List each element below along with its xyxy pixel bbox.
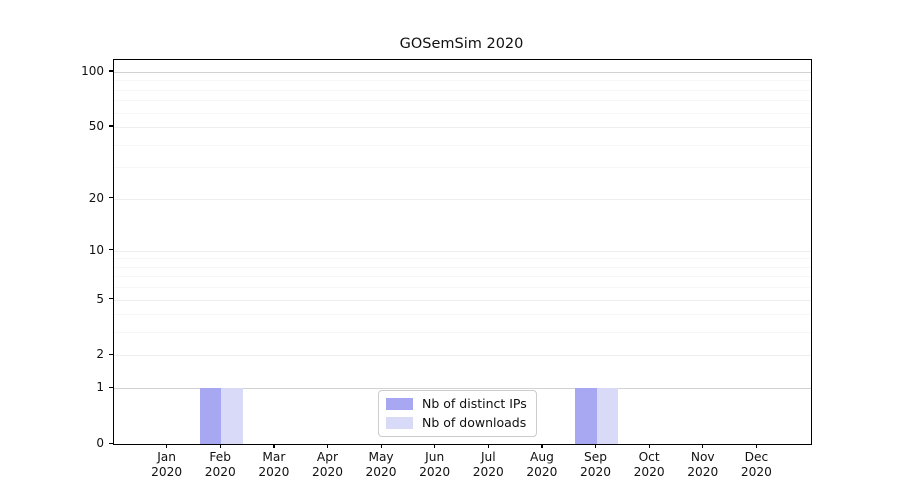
x-tick-label: Apr 2020: [311, 450, 343, 479]
y-tick: [109, 386, 113, 388]
x-tick-label: Dec 2020: [740, 450, 772, 479]
bar-downloads-sep: [596, 388, 618, 444]
legend: Nb of distinct IPs Nb of downloads: [378, 390, 537, 437]
y-tick: [109, 442, 113, 444]
minor-gridline: [114, 276, 811, 278]
x-tick: [702, 444, 704, 448]
minor-gridline: [114, 287, 811, 289]
x-tick-label: Oct 2020: [633, 450, 665, 479]
x-tick: [595, 444, 597, 448]
major-gridline: [114, 388, 811, 390]
y-tick-label: 20: [88, 190, 104, 205]
x-tick-label: May 2020: [365, 450, 397, 479]
y-tick: [109, 197, 113, 199]
bar-distinct-ips-feb: [199, 388, 222, 444]
major-gridline: [114, 355, 811, 357]
x-tick-label: Feb 2020: [204, 450, 236, 479]
x-tick: [166, 444, 168, 448]
x-tick: [219, 444, 221, 448]
minor-gridline: [114, 89, 811, 91]
minor-gridline: [114, 100, 811, 102]
major-gridline: [114, 71, 811, 73]
plot-area: [113, 59, 812, 445]
x-tick: [648, 444, 650, 448]
minor-gridline: [114, 314, 811, 316]
y-tick-label: 5: [96, 291, 104, 306]
x-tick: [326, 444, 329, 448]
bar-distinct-ips-sep: [575, 388, 597, 444]
y-tick: [109, 70, 113, 72]
legend-item-distinct-ips: Nb of distinct IPs: [386, 396, 527, 411]
major-gridline: [114, 299, 811, 301]
major-gridline: [114, 126, 811, 128]
y-tick: [109, 125, 113, 127]
legend-item-downloads: Nb of downloads: [386, 415, 527, 430]
y-tick-label: 10: [88, 242, 104, 257]
minor-gridline: [114, 258, 811, 260]
x-tick: [487, 444, 489, 448]
legend-label-downloads: Nb of downloads: [422, 415, 527, 430]
legend-swatch-distinct-ips: [386, 397, 413, 410]
y-tick-label: 1: [96, 380, 104, 395]
x-tick: [541, 444, 543, 448]
y-tick: [109, 298, 113, 300]
x-tick-label: Jun 2020: [419, 450, 451, 479]
minor-gridline: [114, 266, 811, 268]
y-tick-label: 0: [96, 436, 104, 450]
chart-title: GOSemSim 2020: [399, 36, 524, 52]
y-tick-label: 100: [81, 63, 104, 78]
x-tick: [380, 444, 382, 448]
major-gridline: [114, 250, 811, 252]
x-tick-label: Sep 2020: [580, 450, 612, 479]
legend-label-distinct-ips: Nb of distinct IPs: [422, 396, 527, 411]
minor-gridline: [114, 144, 811, 146]
bar-downloads-feb: [221, 388, 243, 444]
x-tick-label: Aug 2020: [526, 450, 558, 479]
y-tick: [109, 353, 113, 356]
major-gridline: [114, 198, 811, 200]
minor-gridline: [114, 167, 811, 169]
y-tick-label: 2: [96, 347, 104, 362]
minor-gridline: [114, 332, 811, 334]
x-tick: [434, 444, 436, 448]
legend-swatch-downloads: [386, 416, 413, 429]
x-tick-label: Mar 2020: [258, 450, 290, 479]
minor-gridline: [114, 80, 811, 82]
minor-gridline: [114, 112, 811, 114]
y-tick: [109, 249, 113, 251]
x-tick-label: Nov 2020: [687, 450, 719, 479]
x-tick-label: Jan 2020: [151, 450, 183, 479]
x-tick: [273, 444, 275, 448]
x-tick: [755, 444, 758, 448]
y-tick-label: 50: [88, 118, 104, 133]
x-tick-label: Jul 2020: [472, 450, 504, 479]
